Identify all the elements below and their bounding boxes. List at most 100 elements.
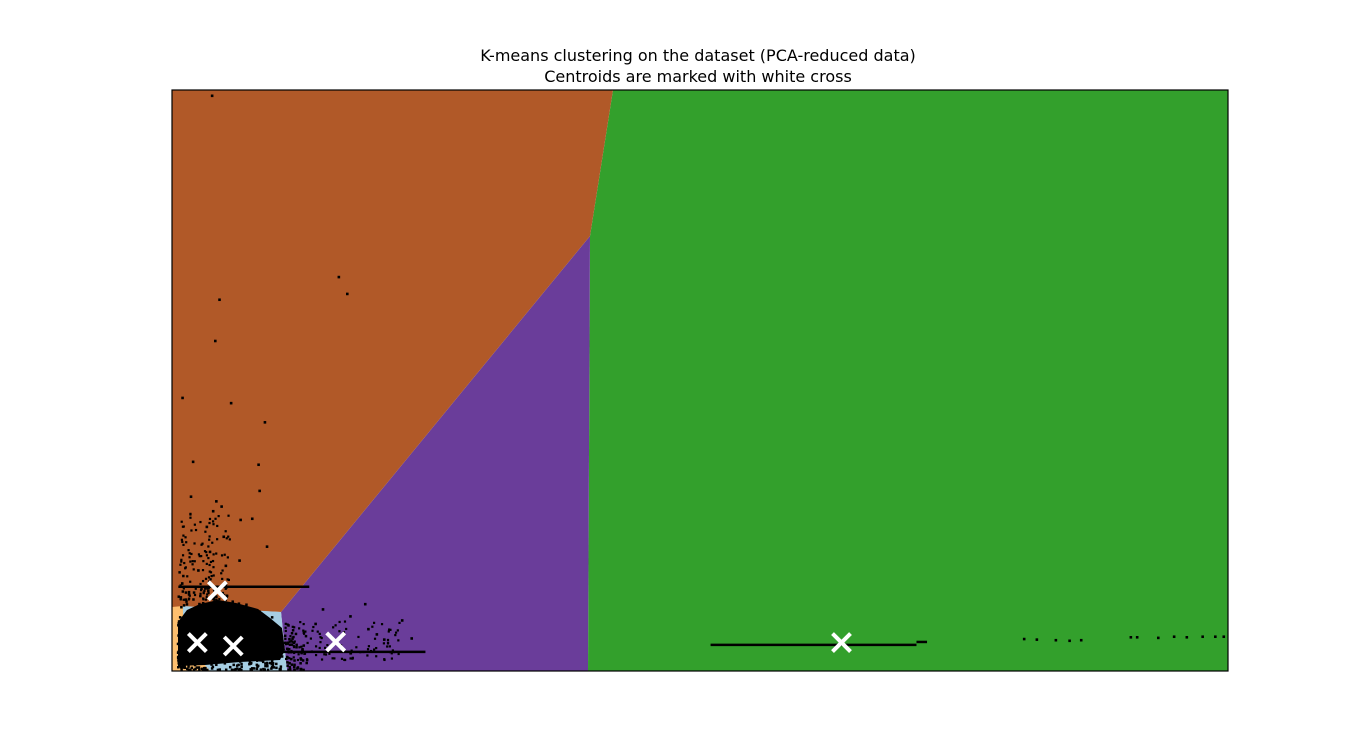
data-point [288, 637, 291, 641]
data-point [195, 617, 199, 620]
data-point [398, 621, 401, 625]
data-point [293, 663, 296, 667]
data-point [284, 626, 287, 629]
data-point [388, 645, 391, 648]
data-point [291, 629, 295, 632]
data-point [244, 613, 247, 616]
data-point [179, 661, 182, 665]
data-point [182, 638, 186, 641]
data-point [221, 569, 224, 572]
data-point [288, 657, 291, 660]
data-point [201, 542, 204, 545]
data-point [208, 563, 211, 567]
data-point [177, 634, 180, 637]
data-point [192, 648, 196, 652]
data-point [290, 657, 293, 661]
data-point [258, 489, 261, 493]
data-point [298, 646, 301, 649]
data-point [258, 653, 262, 656]
data-point [207, 587, 210, 590]
data-point [190, 620, 193, 623]
data-point [391, 649, 394, 652]
data-point [340, 657, 344, 660]
data-point [216, 524, 219, 528]
data-point [207, 659, 210, 663]
data-point [257, 463, 260, 467]
data-point [272, 631, 275, 634]
data-point [215, 552, 218, 555]
data-point [205, 562, 208, 566]
data-point [178, 571, 181, 574]
data-point [215, 500, 218, 503]
centroid-cross [325, 631, 347, 653]
data-point [297, 653, 300, 656]
data-point [200, 587, 203, 591]
data-point [1214, 635, 1217, 639]
data-point [176, 656, 180, 660]
data-point [181, 540, 184, 543]
data-point [254, 638, 258, 641]
data-point [302, 632, 306, 635]
cluster-regions [172, 90, 1228, 671]
data-point [185, 600, 188, 603]
data-point [212, 598, 215, 601]
data-point [194, 667, 197, 671]
data-point [203, 658, 206, 661]
data-point [260, 659, 264, 662]
data-point [383, 658, 386, 662]
centroid-cross-stroke [186, 632, 208, 653]
data-point [179, 655, 182, 659]
data-point [255, 615, 258, 619]
data-point [207, 591, 210, 595]
data-point [371, 625, 374, 628]
data-point [234, 612, 238, 616]
data-point [188, 597, 191, 600]
data-point [205, 653, 209, 656]
data-point [199, 594, 202, 598]
data-point [302, 622, 305, 626]
data-point [256, 635, 260, 638]
data-point [272, 642, 276, 645]
data-point [286, 623, 289, 626]
data-point [323, 653, 326, 656]
data-point [266, 664, 269, 668]
data-point [235, 667, 239, 670]
data-point [1222, 635, 1226, 639]
data-point [179, 596, 183, 599]
data-point [309, 637, 312, 640]
data-point [228, 665, 232, 669]
data-point [293, 665, 296, 669]
data-point [237, 602, 241, 605]
data-point [286, 656, 289, 659]
data-point [332, 626, 335, 629]
data-point [345, 627, 348, 631]
data-point [314, 622, 317, 626]
data-point [209, 578, 212, 581]
data-point [194, 528, 198, 532]
data-point [179, 563, 182, 566]
data-point [201, 602, 205, 605]
data-point [220, 505, 223, 508]
data-point [218, 598, 221, 601]
data-point [208, 517, 212, 521]
data-point [291, 625, 294, 628]
data-point [269, 655, 272, 658]
data-point [216, 668, 220, 671]
data-point [349, 615, 352, 618]
data-point [187, 549, 190, 552]
data-point [228, 616, 232, 619]
data-point [225, 627, 229, 631]
data-point [201, 610, 205, 614]
data-point [296, 666, 300, 669]
data-point [222, 535, 226, 539]
data-point [252, 667, 256, 670]
data-point [198, 653, 202, 657]
data-point [290, 632, 294, 635]
data-point [258, 610, 261, 614]
data-point [178, 616, 182, 619]
data-point [337, 275, 341, 279]
data-point [301, 659, 305, 662]
data-point [206, 668, 209, 671]
data-point [180, 668, 183, 671]
data-point [181, 582, 184, 585]
